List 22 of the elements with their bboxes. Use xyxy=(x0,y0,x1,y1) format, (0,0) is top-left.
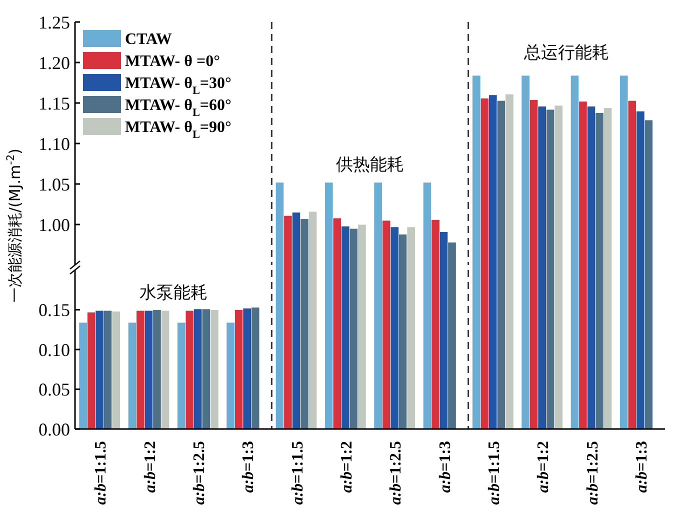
y-tick-label: 1.20 xyxy=(38,52,70,73)
annotation: 总运行能耗 xyxy=(523,43,610,63)
y-tick-label: 0.05 xyxy=(38,380,70,400)
y-tick-label: 1.10 xyxy=(38,134,70,154)
legend-label: MTAW- θ =0° xyxy=(125,53,220,70)
y-tick-label: 1.15 xyxy=(38,93,70,114)
x-tick-label: a:b=1:2 xyxy=(142,441,159,493)
x-tick-label: a:b=1:1.5 xyxy=(92,441,110,505)
y-tick-label: 0.00 xyxy=(38,419,70,440)
annotation: 水泵能耗 xyxy=(139,283,208,303)
y-tick-label: 0.15 xyxy=(38,300,70,320)
legend-label: MTAW- θ$_{L}$=60° xyxy=(125,97,232,119)
legend-label: CTAW xyxy=(125,31,172,48)
y-tick-label: 1.05 xyxy=(38,174,70,194)
x-tick-label: a:b=1:3 xyxy=(240,441,258,493)
y-tick-label: 1.00 xyxy=(38,214,70,235)
legend-label: MTAW- θ$_{L}$=30° xyxy=(125,75,232,97)
annotation: 供热能耗 xyxy=(336,155,404,175)
y-tick-label: 1.25 xyxy=(38,12,70,32)
x-tick-label: a:b=1:2.5 xyxy=(190,441,208,505)
legend-label: MTAW- θ$_{L}$=90° xyxy=(125,119,232,141)
y-tick-label: 0.10 xyxy=(38,340,70,360)
